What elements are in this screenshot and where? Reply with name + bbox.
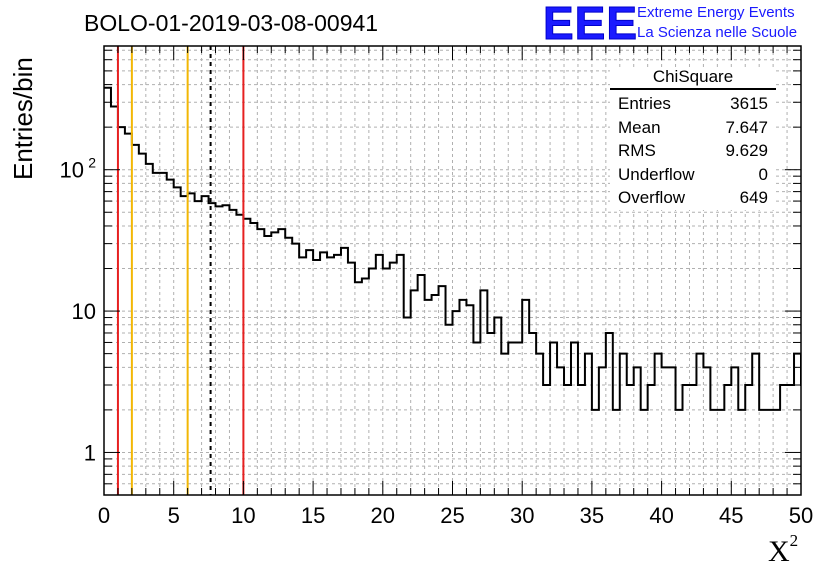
x-tick-label: 15 xyxy=(301,503,325,528)
logo-line-1: Extreme Energy Events xyxy=(637,4,795,21)
stats-value: 649 xyxy=(739,188,768,207)
stats-box-name: ChiSquare xyxy=(610,67,776,90)
stats-label: Underflow xyxy=(618,164,695,184)
stats-label: Mean xyxy=(618,117,661,137)
y-tick-label: 10 xyxy=(60,158,84,183)
x-tick-label: 0 xyxy=(98,503,110,528)
stats-row-entries: Entries 3615 xyxy=(610,92,776,116)
stats-label: Entries xyxy=(618,94,671,113)
logo-line-2: La Scienza nelle Scuole xyxy=(637,24,798,41)
stats-label: Overflow xyxy=(618,188,686,207)
x-tick-label: 25 xyxy=(440,503,464,528)
y-tick-label-superscript: 2 xyxy=(88,155,96,171)
x-axis-label-text: X xyxy=(768,535,790,568)
stats-row-underflow: Underflow 0 xyxy=(610,163,776,187)
stats-label: RMS xyxy=(618,141,656,160)
y-tick-label: 1 xyxy=(84,440,96,465)
stats-value: 9.629 xyxy=(725,141,768,160)
stats-box: ChiSquare Entries 3615 Mean 7.647 RMS 9.629… xyxy=(610,67,776,210)
stats-row-mean: Mean 7.647 xyxy=(610,116,776,140)
histogram-series xyxy=(104,86,801,411)
x-tick-label: 20 xyxy=(371,503,395,528)
stats-value: 0 xyxy=(758,164,768,184)
y-tick-label: 10 xyxy=(72,299,96,324)
stats-value: 7.647 xyxy=(725,117,768,137)
x-tick-label: 35 xyxy=(580,503,604,528)
x-tick-label: 45 xyxy=(719,503,743,528)
stats-row-rms: RMS 9.629 xyxy=(610,139,776,163)
x-tick-label: 40 xyxy=(649,503,673,528)
x-tick-label: 30 xyxy=(510,503,534,528)
x-tick-label: 5 xyxy=(168,503,180,528)
x-tick-label: 50 xyxy=(789,503,813,528)
x-axis-label: X2 xyxy=(768,531,798,569)
stats-row-overflow: Overflow 649 xyxy=(610,186,776,210)
x-tick-label: 10 xyxy=(231,503,255,528)
x-axis-label-superscript: 2 xyxy=(789,531,799,550)
eee-logo: EEE xyxy=(542,0,639,49)
chart-title: BOLO-01-2019-03-08-00941 xyxy=(84,10,379,36)
stats-value: 3615 xyxy=(730,94,768,113)
